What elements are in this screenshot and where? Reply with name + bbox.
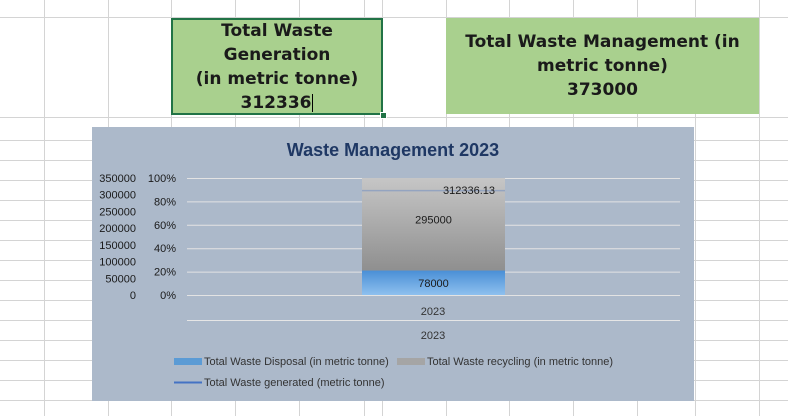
primary-tick-label: 100% — [148, 173, 176, 185]
fill-handle[interactable] — [380, 112, 387, 119]
chart-title: Waste Management 2023 — [287, 140, 499, 160]
secondary-tick-label: 100000 — [99, 257, 136, 269]
secondary-tick-label: 0 — [130, 290, 136, 302]
secondary-tick-label: 50000 — [105, 273, 136, 285]
card-value: 312336 — [241, 91, 314, 115]
bar-recycling-2023[interactable] — [362, 178, 505, 271]
legend-label-disposal[interactable]: Total Waste Disposal (in metric tonne) — [204, 356, 389, 368]
primary-tick-label: 20% — [154, 267, 176, 279]
primary-tick-label: 40% — [154, 243, 176, 255]
secondary-tick-label: 350000 — [99, 173, 136, 185]
primary-tick-label: 0% — [160, 290, 176, 302]
total-waste-management-cell[interactable]: Total Waste Management (in metric tonne)… — [446, 18, 759, 114]
data-label-recycling: 295000 — [415, 215, 452, 227]
primary-tick-label: 80% — [154, 196, 176, 208]
card-title-line2: (in metric tonne) — [195, 68, 359, 89]
data-label-generated: 312336.13 — [443, 185, 495, 197]
data-label-disposal: 78000 — [418, 278, 449, 290]
secondary-axis: 0 50000 100000 150000 200000 250000 300000 3500… — [99, 173, 136, 302]
legend-label-recycling[interactable]: Total Waste recycling (in metric tonne) — [427, 356, 613, 368]
chart-canvas: Waste Management 2023 0 50000 100000 150000… — [99, 140, 680, 389]
legend-swatch-disposal — [174, 358, 202, 365]
secondary-tick-label: 200000 — [99, 223, 136, 235]
card-value-text: 312336 — [240, 92, 312, 113]
legend-label-generated[interactable]: Total Waste generated (metric tonne) — [204, 377, 385, 389]
waste-management-chart[interactable]: Waste Management 2023 0 50000 100000 150000… — [92, 127, 694, 401]
category-group-label: 2023 — [421, 330, 445, 342]
secondary-tick-label: 150000 — [99, 240, 136, 252]
card-title-line1: Total Waste Generation — [221, 20, 333, 65]
secondary-tick-label: 300000 — [99, 190, 136, 202]
plot-area: 78000 295000 312336.13 — [187, 178, 680, 296]
card-title-line1: Total Waste Management (in — [465, 32, 740, 52]
total-waste-generation-cell[interactable]: Total Waste Generation (in metric tonne)… — [171, 18, 383, 115]
category-tick-label: 2023 — [421, 306, 445, 318]
primary-axis: 0% 20% 40% 60% 80% 100% — [148, 173, 176, 302]
text-cursor — [312, 93, 314, 112]
card-title-line2: metric tonne) — [537, 56, 668, 76]
secondary-tick-label: 250000 — [99, 206, 136, 218]
primary-tick-label: 60% — [154, 220, 176, 232]
bar-disposal-2023[interactable] — [362, 270, 505, 295]
legend-swatch-recycling — [397, 358, 425, 365]
card-value: 373000 — [567, 80, 638, 100]
